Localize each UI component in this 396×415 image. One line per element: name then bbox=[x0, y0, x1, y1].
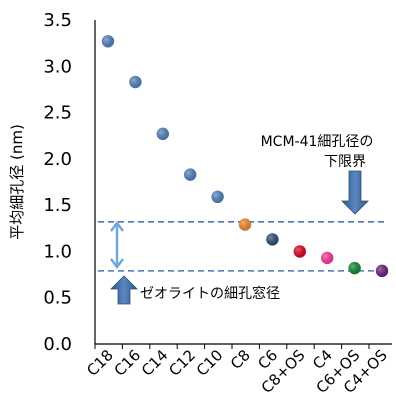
data-point-shade bbox=[375, 264, 389, 278]
mcm41-annotation-line1: MCM-41細孔径の bbox=[261, 134, 374, 150]
y-tick-label: 1.5 bbox=[43, 195, 72, 216]
x-category-label: C12 bbox=[165, 346, 199, 380]
zeolite-annotation: ゼオライトの細孔窓径 bbox=[140, 285, 280, 302]
x-category-label: C8 bbox=[227, 346, 254, 373]
y-tick-labels: 0.0 0.5 1.0 1.5 2.0 2.5 3.0 3.5 bbox=[43, 10, 72, 355]
y-tick-label: 2.5 bbox=[43, 103, 72, 124]
y-tick-label: 2.0 bbox=[43, 149, 72, 170]
data-point-shade bbox=[184, 168, 197, 181]
data-point-shade bbox=[238, 218, 252, 231]
down-block-arrow bbox=[341, 170, 369, 215]
up-block-arrow bbox=[110, 275, 138, 305]
data-point-shade bbox=[348, 261, 361, 275]
data-point-shade bbox=[293, 245, 306, 258]
y-tick-label: 1.0 bbox=[43, 241, 72, 262]
y-tick-label: 0.0 bbox=[43, 334, 72, 355]
x-category-label: C14 bbox=[138, 346, 172, 380]
y-axis-label: 平均細孔径 (nm) bbox=[8, 124, 26, 240]
data-point-shade bbox=[129, 75, 142, 89]
data-points bbox=[101, 35, 389, 278]
data-point-shade bbox=[266, 233, 279, 246]
y-tick-label: 0.5 bbox=[43, 288, 72, 309]
data-point-shade bbox=[211, 190, 224, 204]
y-tick-label: 3.5 bbox=[43, 10, 72, 31]
x-category-label: C16 bbox=[111, 346, 145, 380]
data-point-shade bbox=[156, 127, 169, 141]
x-category-label: C10 bbox=[193, 346, 227, 380]
data-point-shade bbox=[321, 251, 334, 265]
y-tick-label: 3.0 bbox=[43, 56, 72, 77]
x-category-label: C18 bbox=[83, 346, 117, 380]
mcm41-annotation-line2: 下限界 bbox=[324, 154, 366, 170]
x-tick-marks bbox=[94, 344, 370, 349]
data-point-shade bbox=[101, 35, 115, 48]
range-double-arrow bbox=[110, 220, 124, 270]
